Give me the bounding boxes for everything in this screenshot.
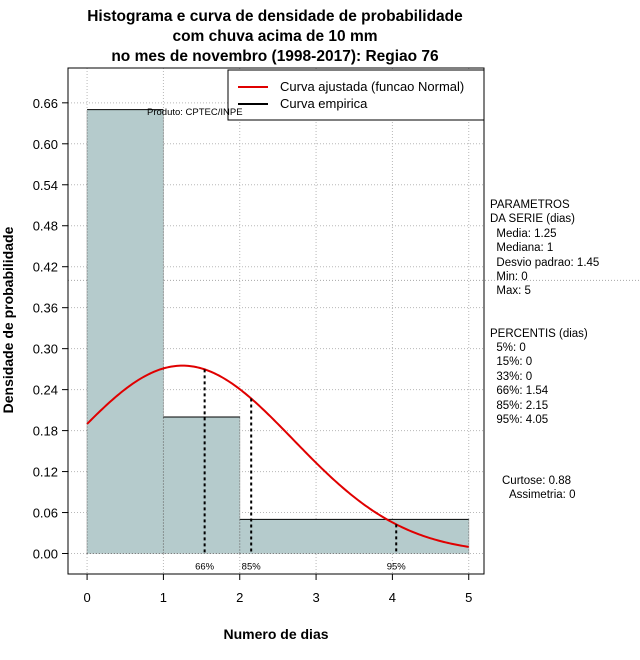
curve-layer bbox=[86, 364, 469, 548]
percentile-marker-label: 95% bbox=[387, 562, 407, 573]
credit-text: Produto: CPTEC/INPE bbox=[147, 107, 243, 118]
legend-fit-label: Curva ajustada (funcao Normal) bbox=[280, 79, 464, 94]
histogram-bar bbox=[87, 109, 164, 554]
assimetria-text: Assimetria: 0 bbox=[509, 489, 575, 501]
histogram-bar bbox=[239, 519, 469, 554]
y-tick-label: 0.00 bbox=[33, 547, 58, 562]
percentile-markers: 66% 85% 95% bbox=[195, 369, 407, 573]
percentis-line: 95%: 4.05 bbox=[490, 414, 548, 426]
side-panel-parametros: PARAMETROS DA SERIE (dias) Media: 1.25 M… bbox=[490, 199, 599, 297]
parametros-line: Min: 0 bbox=[490, 271, 528, 283]
x-tick-label: 5 bbox=[465, 590, 472, 605]
percentis-line: PERCENTIS (dias) bbox=[490, 328, 588, 340]
legend-empirical-label: Curva empirica bbox=[280, 96, 368, 111]
y-tick-label: 0.54 bbox=[33, 178, 58, 193]
percentis-line: 85%: 2.15 bbox=[490, 400, 548, 412]
y-tick-label: 0.36 bbox=[33, 301, 58, 316]
x-axis: 0 1 2 3 4 5 bbox=[83, 573, 472, 605]
percentis-line: 66%: 1.54 bbox=[490, 385, 549, 397]
percentile-marker-label: 85% bbox=[242, 562, 262, 573]
x-tick-label: 4 bbox=[389, 590, 396, 605]
y-tick-label: 0.60 bbox=[33, 137, 58, 152]
y-tick-label: 0.48 bbox=[33, 219, 58, 234]
x-tick-label: 1 bbox=[160, 590, 167, 605]
y-tick-label: 0.06 bbox=[33, 506, 58, 521]
percentis-line: 5%: 0 bbox=[490, 342, 526, 354]
legend-box bbox=[227, 69, 485, 121]
normal-fit-curve bbox=[86, 364, 469, 548]
y-tick-label: 0.24 bbox=[33, 383, 58, 398]
x-tick-label: 3 bbox=[312, 590, 319, 605]
curtose-text: Curtose: 0.88 bbox=[502, 475, 571, 487]
x-axis-label: Numero de dias bbox=[223, 626, 328, 642]
y-axis-label: Densidade de probabilidade bbox=[0, 226, 16, 413]
parametros-line: Desvio padrao: 1.45 bbox=[490, 257, 599, 269]
bars-layer bbox=[86, 109, 470, 555]
y-axis: 0.00 0.06 0.12 0.18 0.24 0.30 0.36 0.42 0.48 0.54… bbox=[33, 96, 69, 562]
chart-title-line-1: Histograma e curva de densidade de proba… bbox=[87, 8, 463, 25]
y-tick-label: 0.30 bbox=[33, 342, 58, 357]
x-tick-label: 2 bbox=[236, 590, 243, 605]
y-tick-label: 0.18 bbox=[33, 424, 58, 439]
chart-title-line-2: com chuva acima de 10 mm bbox=[172, 28, 377, 45]
parametros-line: PARAMETROS bbox=[490, 199, 570, 211]
parametros-line: Mediana: 1 bbox=[490, 242, 553, 254]
parametros-line: Max: 5 bbox=[490, 285, 531, 297]
y-tick-label: 0.66 bbox=[33, 96, 58, 111]
legend: Curva ajustada (funcao Normal) Curva emp… bbox=[227, 69, 485, 121]
parametros-line: Media: 1.25 bbox=[490, 228, 556, 240]
histogram-bar bbox=[163, 416, 240, 554]
side-panel-percentis: PERCENTIS (dias) 5%: 0 15%: 0 33%: 0 66%… bbox=[490, 328, 588, 426]
percentile-marker-label: 66% bbox=[195, 562, 215, 573]
parametros-line: DA SERIE (dias) bbox=[490, 213, 575, 225]
x-tick-label: 0 bbox=[83, 590, 90, 605]
y-tick-label: 0.12 bbox=[33, 465, 58, 480]
chart-title-line-3: no mes de novembro (1998-2017): Regiao 7… bbox=[111, 48, 439, 65]
percentis-line: 33%: 0 bbox=[490, 371, 532, 383]
y-tick-label: 0.42 bbox=[33, 260, 58, 275]
percentis-line: 15%: 0 bbox=[490, 356, 532, 368]
